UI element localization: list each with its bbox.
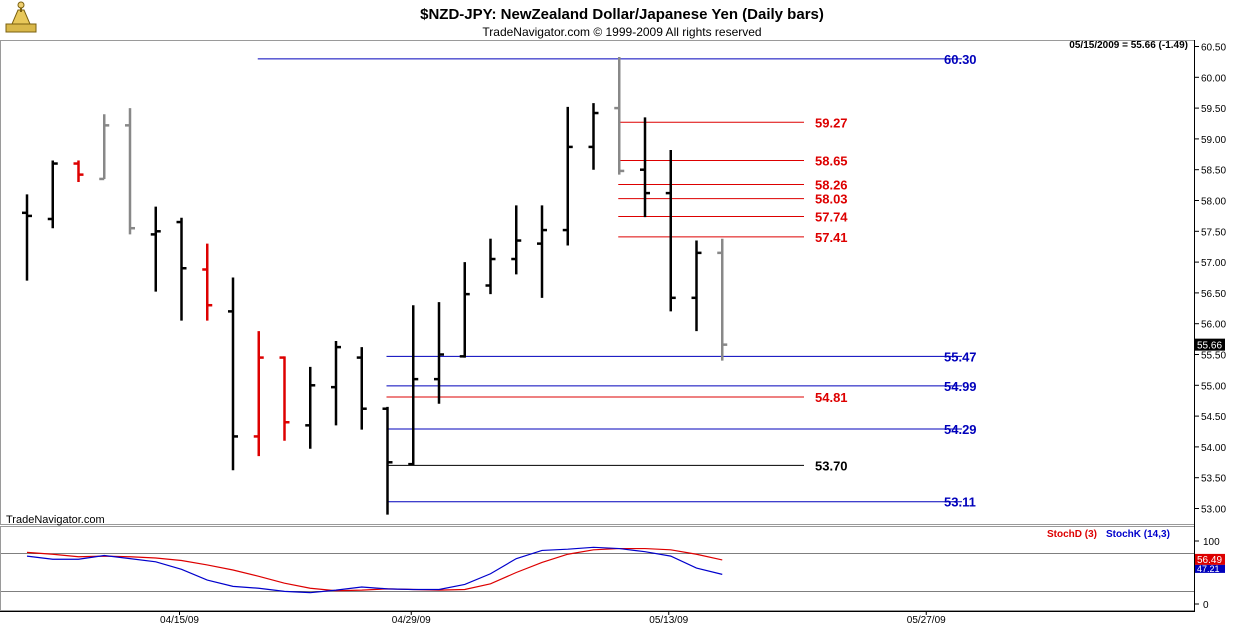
stoch-k-value-label: 47.21	[1197, 564, 1220, 574]
price-bar	[99, 114, 110, 181]
price-axis-tick-label: 55.50	[1201, 351, 1226, 362]
price-bar	[614, 56, 625, 175]
price-bar	[588, 103, 599, 170]
level-label: 60.30	[944, 52, 977, 67]
last-price-label: 55.66	[1197, 341, 1222, 352]
level-label: 53.70	[815, 458, 848, 473]
price-axis-tick-label: 57.50	[1201, 227, 1226, 238]
price-axis-tick-label: 58.50	[1201, 166, 1226, 177]
price-bar	[150, 206, 161, 292]
price-axis-tick-label: 57.00	[1201, 258, 1226, 269]
price-bar	[331, 340, 341, 426]
level-label: 57.41	[815, 230, 848, 245]
price-axis-tick-label: 60.50	[1201, 43, 1226, 54]
level-label: 55.47	[944, 349, 977, 364]
date-axis-tick-label: 05/13/09	[649, 615, 688, 626]
price-bar	[228, 277, 238, 471]
stoch-legend-d: StochD (3)	[1047, 529, 1097, 540]
price-bar	[202, 243, 213, 321]
price-bar	[73, 160, 84, 183]
level-label: 54.99	[944, 379, 977, 394]
price-bar	[305, 366, 316, 449]
price-axis: 53.00 53.50 54.00 54.50 55.00 55.50 56.00 56.50…	[1194, 43, 1226, 516]
date-axis-tick-label: 04/29/09	[392, 615, 431, 626]
level-label: 58.03	[815, 192, 848, 207]
watermark: TradeNavigator.com	[6, 514, 105, 526]
price-bar	[434, 302, 444, 404]
price-axis-tick-label: 60.00	[1201, 73, 1226, 84]
last-quote-readout: 05/15/2009 = 55.66 (-1.49)	[1069, 40, 1188, 51]
price-axis-tick-label: 54.00	[1201, 443, 1226, 454]
price-axis-tick-label: 56.00	[1201, 320, 1226, 331]
price-bar	[125, 108, 135, 235]
price-bar	[691, 240, 702, 332]
stoch-axis-tick-label: 100	[1203, 537, 1220, 548]
price-axis-tick-label: 58.00	[1201, 197, 1226, 208]
price-bar	[356, 347, 367, 430]
stoch-d-value-label: 56.49	[1197, 555, 1222, 566]
price-axis-tick-label: 59.00	[1201, 135, 1226, 146]
price-axis-tick-label: 59.50	[1201, 104, 1226, 115]
price-axis-tick-label: 55.00	[1201, 381, 1226, 392]
price-bar	[22, 194, 32, 281]
level-label: 59.27	[815, 115, 848, 130]
stoch-d-value-marker	[1195, 553, 1225, 565]
stoch-series-line	[26, 546, 723, 594]
price-bar	[485, 238, 496, 295]
level-label: 54.29	[944, 422, 977, 437]
date-axis: 04/15/09 04/29/09 05/13/09 05/27/09	[160, 611, 946, 626]
level-label: 54.81	[815, 390, 848, 405]
stoch-series-line	[26, 547, 723, 592]
price-bar	[47, 160, 58, 229]
chart-title: $NZD-JPY: NewZealand Dollar/Japanese Yen…	[420, 6, 824, 23]
date-axis-tick-label: 05/27/09	[907, 615, 946, 626]
price-bar	[717, 238, 728, 361]
last-price-marker	[1195, 338, 1225, 351]
price-bar	[382, 406, 393, 515]
price-bar	[459, 262, 470, 358]
date-axis-tick-label: 04/15/09	[160, 615, 199, 626]
price-axis-tick-label: 53.50	[1201, 474, 1226, 485]
price-bar	[537, 205, 547, 298]
level-label: 58.26	[815, 177, 848, 192]
price-axis-tick-label: 56.50	[1201, 289, 1226, 300]
price-bar	[640, 117, 650, 218]
price-bar	[511, 205, 522, 275]
stoch-legend-k: StochK (14,3)	[1106, 529, 1170, 540]
price-bar	[562, 106, 573, 246]
level-label: 53.11	[944, 495, 976, 510]
price-bar	[665, 149, 676, 312]
trade-navigator-logo-icon	[5, 1, 37, 33]
price-bar	[279, 356, 290, 441]
price-bars	[22, 56, 728, 515]
level-label: 57.74	[815, 210, 848, 225]
stoch-axis-tick-label: 0	[1203, 600, 1209, 611]
price-axis-tick-label: 53.00	[1201, 505, 1226, 516]
level-label: 58.65	[815, 153, 848, 168]
price-bar	[408, 305, 419, 466]
copyright-subtitle: TradeNavigator.com © 1999-2009 All right…	[482, 25, 761, 39]
price-bar	[253, 331, 264, 457]
price-bar	[176, 217, 187, 321]
stoch-k-value-marker	[1195, 564, 1225, 573]
price-axis-tick-label: 54.50	[1201, 412, 1226, 423]
